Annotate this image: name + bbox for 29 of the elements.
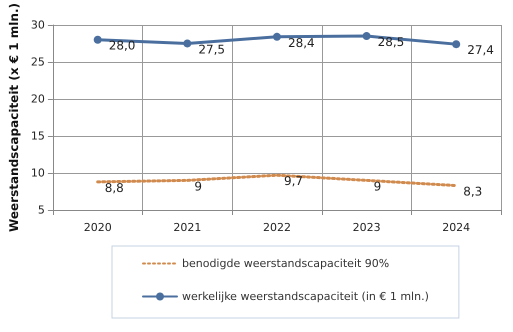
point xyxy=(452,40,460,48)
y-tick-label: 5 xyxy=(38,204,45,216)
x-tick-label: 2023 xyxy=(352,221,381,234)
y-tick-label: 25 xyxy=(30,55,45,68)
y-tick-label: 10 xyxy=(30,166,45,180)
x-tick-label: 2022 xyxy=(262,221,291,234)
data-label: 27,4 xyxy=(467,43,494,58)
point xyxy=(362,32,371,40)
data-label: 9 xyxy=(194,179,202,194)
point xyxy=(94,36,102,44)
y-tick-label: 20 xyxy=(30,92,45,106)
y-tick-label: 15 xyxy=(30,129,45,142)
y-tick-label: 30 xyxy=(30,18,45,32)
data-label: 8,8 xyxy=(104,180,124,195)
point xyxy=(272,32,281,41)
data-label: 28,4 xyxy=(288,36,315,50)
x-tick-label: 2024 xyxy=(442,221,470,234)
y-axis-title: Weerstandscapaciteit (x € 1 mln.) xyxy=(7,2,21,232)
data-label: 27,5 xyxy=(198,42,226,56)
data-label: 9,7 xyxy=(284,174,304,188)
legend-label: werkelijke weerstandscapaciteit (in € 1 mln.) xyxy=(182,290,429,303)
legend-label: benodigde weerstandscapaciteit 90% xyxy=(182,257,390,270)
data-label: 8,3 xyxy=(463,184,482,199)
point xyxy=(183,39,192,48)
data-label: 9 xyxy=(374,179,382,194)
data-label: 28,5 xyxy=(378,35,404,50)
x-tick-label: 2020 xyxy=(84,221,112,234)
x-tick-label: 2021 xyxy=(173,221,202,234)
data-label: 28,0 xyxy=(108,38,136,53)
